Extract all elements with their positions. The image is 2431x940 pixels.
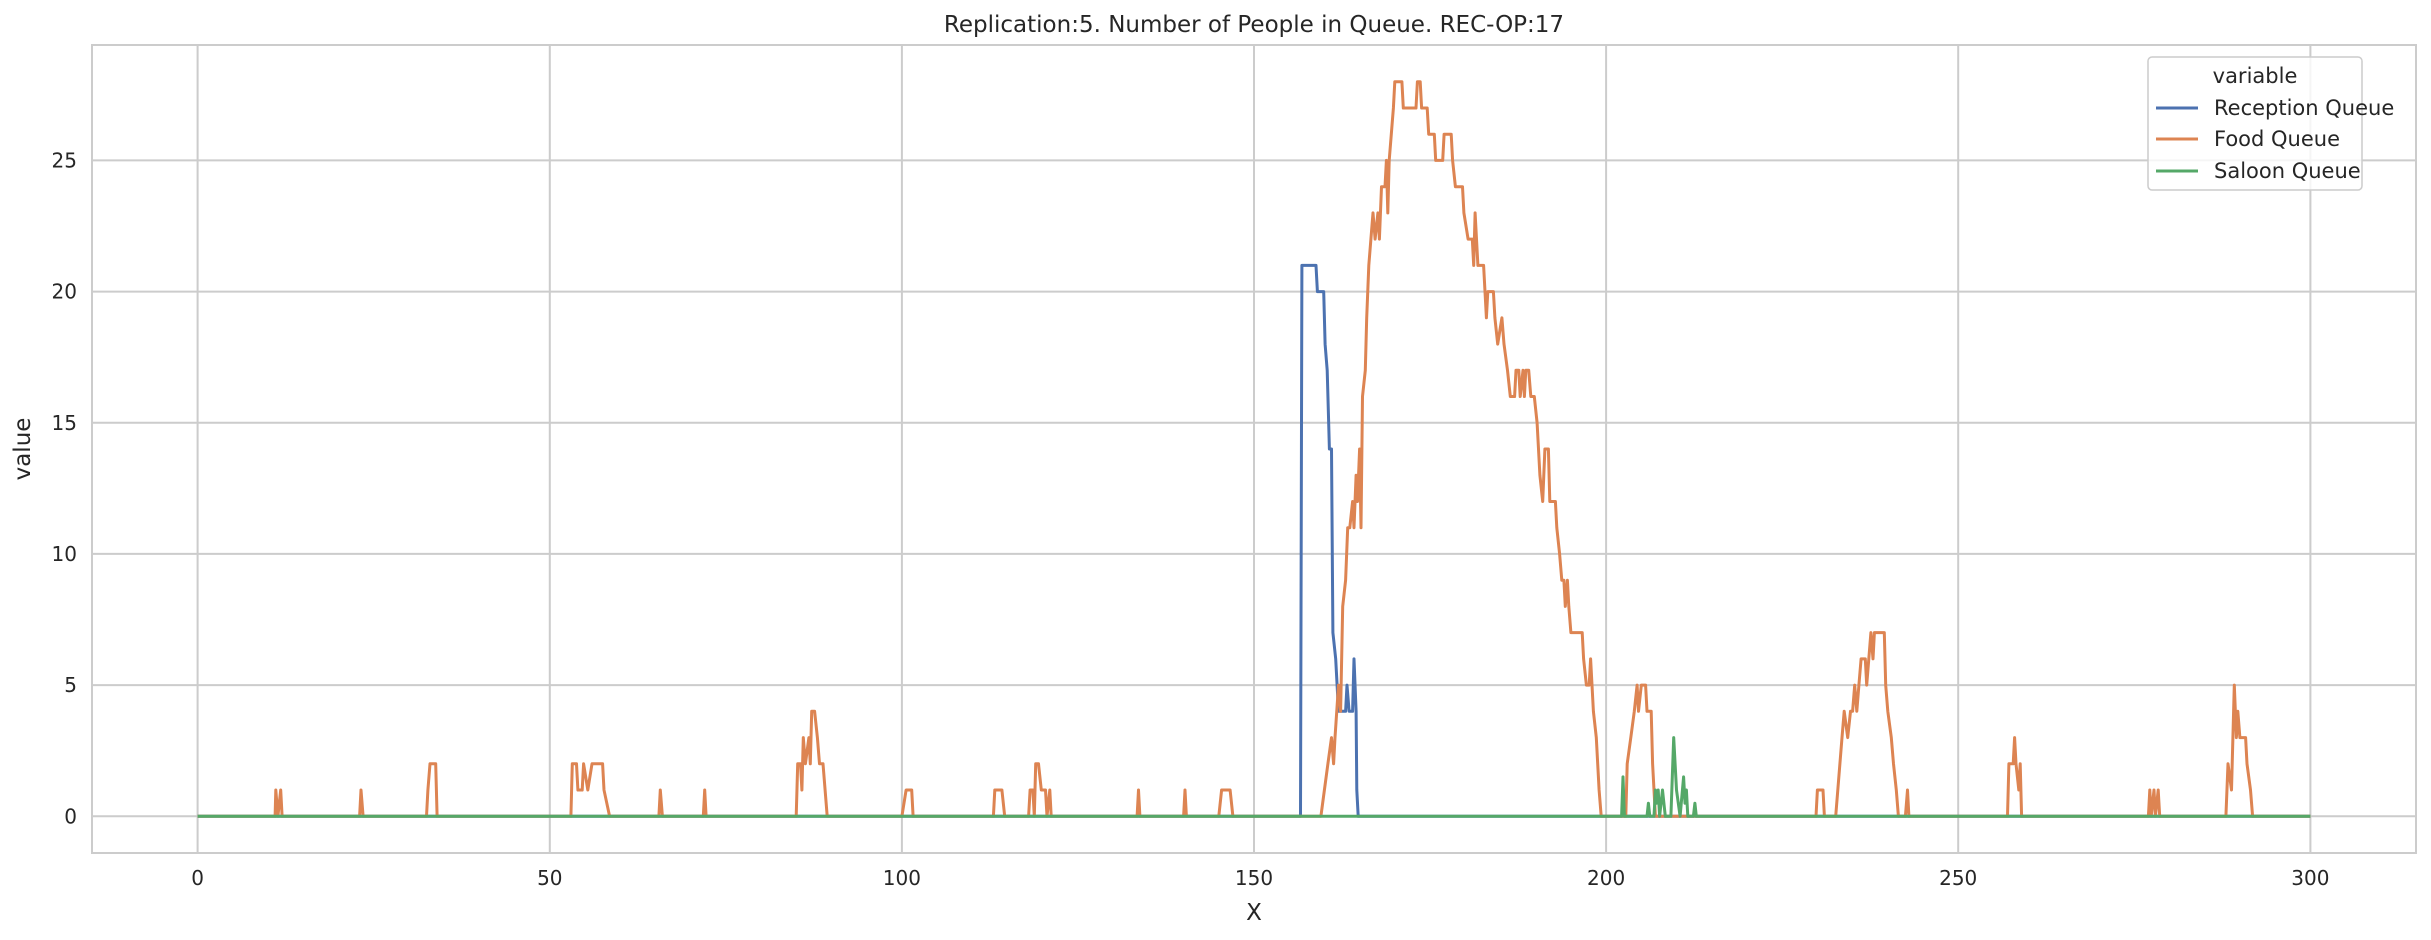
- legend-label-food-queue: Food Queue: [2214, 127, 2340, 151]
- series-line-saloon-queue: [197, 736, 2311, 818]
- y-tick-label: 10: [52, 542, 77, 566]
- series-line-reception-queue: [197, 263, 2311, 818]
- x-tick-label: 50: [537, 866, 562, 890]
- legend-label-reception-queue: Reception Queue: [2214, 96, 2394, 120]
- y-axis-label: value: [10, 418, 36, 481]
- legend: variable Reception Queue Food Queue Salo…: [2147, 56, 2394, 191]
- legend-title: variable: [2213, 64, 2298, 88]
- x-tick-label: 0: [191, 866, 204, 890]
- y-ticks: 0 5 10 15 20 25: [52, 148, 77, 828]
- series-line-food-queue: [197, 80, 2311, 818]
- x-tick-label: 250: [1939, 866, 1977, 890]
- x-tick-label: 300: [2291, 866, 2329, 890]
- series-lines: [197, 80, 2311, 818]
- chart-title: Replication:5. Number of People in Queue…: [944, 12, 1564, 38]
- legend-box: [2147, 56, 2363, 191]
- y-tick-label: 25: [52, 148, 77, 172]
- y-tick-label: 15: [52, 411, 77, 435]
- plot-frame: [91, 44, 2417, 854]
- x-tick-label: 150: [1235, 866, 1273, 890]
- y-tick-label: 5: [64, 673, 77, 697]
- y-tick-label: 20: [52, 280, 77, 304]
- x-ticks: 0 50 100 150 200 250 300: [191, 866, 2329, 890]
- x-tick-label: 100: [883, 866, 921, 890]
- x-axis-label: X: [1246, 900, 1262, 926]
- x-tick-label: 200: [1587, 866, 1625, 890]
- legend-label-saloon-queue: Saloon Queue: [2214, 159, 2361, 183]
- y-tick-label: 0: [64, 804, 77, 828]
